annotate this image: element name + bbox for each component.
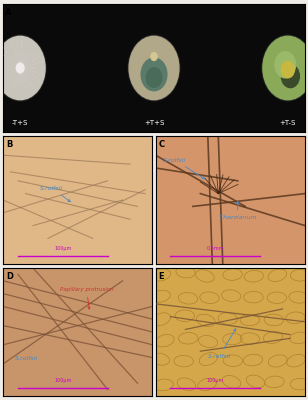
- Circle shape: [282, 65, 299, 88]
- Circle shape: [0, 36, 45, 100]
- Circle shape: [151, 53, 157, 60]
- Circle shape: [141, 58, 167, 91]
- Circle shape: [262, 35, 308, 101]
- Text: S.rolfsii: S.rolfsii: [15, 356, 38, 361]
- Text: S.rolfsii: S.rolfsii: [40, 186, 70, 202]
- Circle shape: [282, 62, 294, 78]
- Text: S.rolfsii: S.rolfsii: [163, 158, 205, 179]
- Text: 100μm: 100μm: [54, 246, 71, 251]
- Text: 0.5mm: 0.5mm: [207, 246, 224, 251]
- Text: D: D: [6, 272, 13, 281]
- Text: Papillary protrusion: Papillary protrusion: [60, 287, 113, 309]
- Text: 100μm: 100μm: [54, 378, 71, 383]
- Text: 100μm: 100μm: [207, 378, 224, 383]
- Text: T.harzianum: T.harzianum: [218, 201, 257, 220]
- Circle shape: [263, 36, 308, 100]
- Text: -T+S: -T+S: [12, 120, 28, 126]
- Text: A: A: [5, 8, 11, 17]
- Text: +T+S: +T+S: [144, 120, 164, 126]
- Text: S.rolfsii: S.rolfsii: [208, 329, 236, 358]
- Circle shape: [0, 35, 46, 101]
- Circle shape: [275, 52, 295, 78]
- Text: B: B: [6, 140, 12, 149]
- Circle shape: [129, 36, 179, 100]
- Circle shape: [128, 35, 180, 101]
- Circle shape: [146, 68, 162, 87]
- Text: E: E: [159, 272, 164, 281]
- Text: C: C: [159, 140, 165, 149]
- Circle shape: [16, 63, 24, 73]
- Text: +T-S: +T-S: [280, 120, 296, 126]
